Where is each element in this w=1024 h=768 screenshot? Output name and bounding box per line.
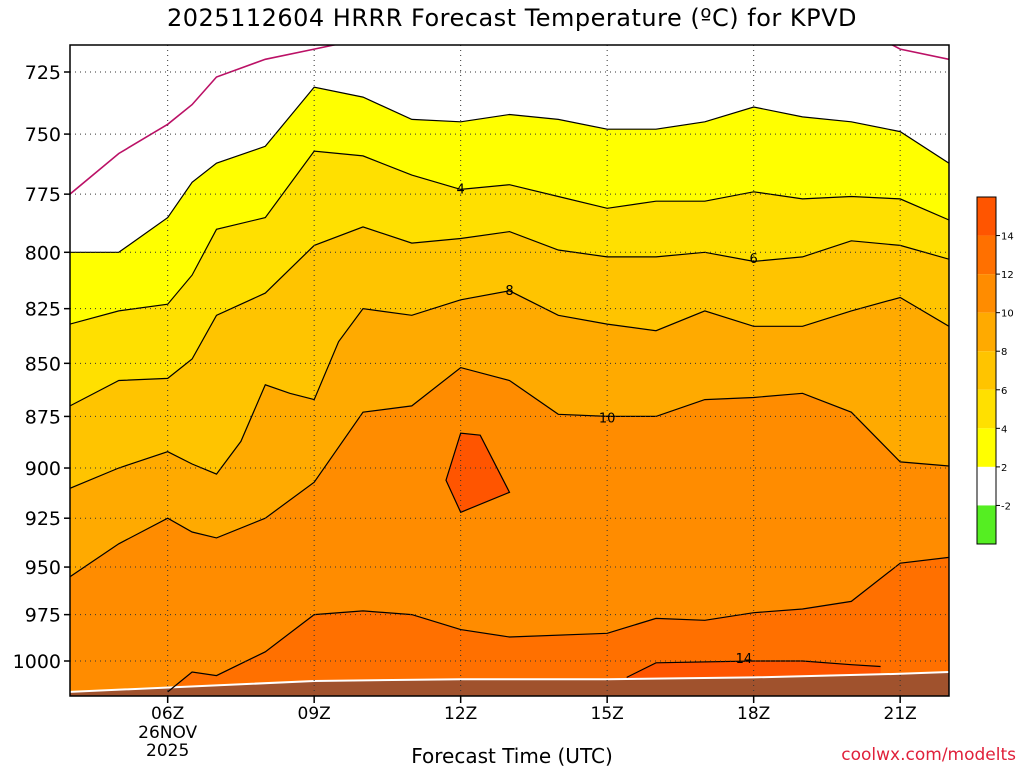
legend-label: 8: [1001, 347, 1007, 358]
y-tick-label: 775: [25, 184, 61, 206]
grid-lines: [70, 45, 949, 696]
legend-swatch: [977, 197, 996, 236]
isotherm-10: [70, 366, 949, 578]
y-tick-label: 1000: [13, 651, 61, 673]
y-tick-label: 800: [25, 242, 61, 264]
legend-swatch: [977, 428, 996, 467]
legend-swatch: [977, 466, 996, 506]
x-tick-label: 09Z: [298, 704, 331, 724]
x-tick-label: 15Z: [591, 704, 624, 724]
legend-label: 12: [1001, 270, 1014, 281]
isotherm-12: [167, 556, 949, 693]
x-tick-label: 12Z: [444, 704, 477, 724]
y-tick-label: 825: [25, 299, 61, 321]
isotherm-0: [70, 45, 949, 195]
legend-swatch: [977, 235, 996, 275]
y-tick-label: 725: [25, 62, 61, 84]
isotherm-label-8: 8: [505, 284, 513, 299]
y-tick-label: 875: [25, 406, 61, 428]
isotherm-label-14: 14: [736, 652, 753, 667]
band--2-0: [70, 45, 949, 195]
legend-swatch: [977, 389, 996, 429]
legend-label: -2: [1001, 501, 1011, 512]
source-credit[interactable]: coolwx.com/modelts: [841, 745, 1016, 765]
isotherm-8: [70, 290, 949, 489]
legend-frame: [976, 196, 997, 545]
isotherm-labels: 4 6 8 10 14: [457, 182, 758, 667]
isotherm-label-4: 4: [457, 182, 465, 197]
isotherm-4: [70, 150, 949, 325]
x-tick-label: 21Z: [884, 704, 917, 724]
legend-label: 2: [1001, 463, 1007, 474]
plot-frame: [69, 44, 950, 697]
isotherm-lines: [70, 45, 949, 693]
y-tick-label: 850: [25, 353, 61, 375]
isotherm-label-6: 6: [750, 252, 758, 267]
x-tick-label: 06Z: [151, 704, 184, 724]
isotherm-2: [70, 86, 949, 253]
legend-swatch: [977, 351, 996, 390]
isotherm-14: [626, 660, 881, 678]
isotherm-6: [70, 226, 949, 407]
y-tick-label: 900: [25, 458, 61, 480]
legend-swatch: [977, 505, 996, 544]
chart-title: 2025112604 HRRR Forecast Temperature (ºC…: [166, 4, 858, 32]
x-date-label: 2025: [146, 741, 189, 761]
isotherm-12: [445, 432, 511, 514]
y-tick-label: 975: [25, 605, 61, 627]
x-tick-label: 18Z: [737, 704, 770, 724]
legend-swatch: [977, 274, 996, 313]
band-12-14-pocket: [446, 433, 510, 513]
color-legend: -2 2 4 6 8 10 12 14: [976, 196, 1014, 545]
legend-label: 10: [1001, 309, 1014, 320]
legend-label: 6: [1001, 386, 1007, 397]
x-date-label: 26NOV: [138, 723, 197, 743]
y-tick-label: 950: [25, 557, 61, 579]
y-tick-label: 750: [25, 124, 61, 146]
temperature-bands: [70, 45, 949, 696]
legend-label: 4: [1001, 424, 1007, 435]
y-tick-label: 925: [25, 508, 61, 530]
legend-swatch: [977, 312, 996, 352]
band-0-2: [70, 45, 949, 253]
x-axis-label: Forecast Time (UTC): [411, 744, 613, 768]
y-axis: 725 750 775 800 825 850 875 900 925 950 975 1000: [13, 62, 70, 673]
isotherm-label-10: 10: [599, 412, 616, 427]
legend-label: 14: [1001, 232, 1014, 243]
